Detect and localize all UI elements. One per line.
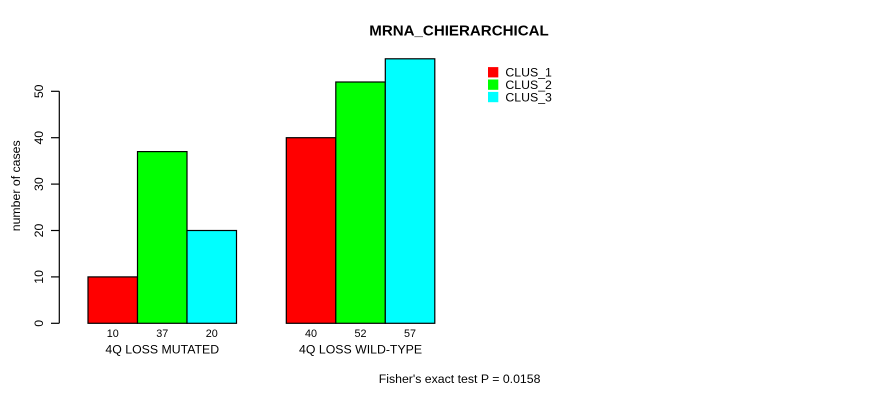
svg-text:40: 40 [305, 328, 317, 340]
svg-text:4Q LOSS MUTATED: 4Q LOSS MUTATED [105, 343, 219, 357]
svg-text:10: 10 [107, 328, 119, 340]
svg-text:CLUS_1: CLUS_1 [505, 66, 552, 80]
svg-text:10: 10 [32, 270, 46, 284]
svg-text:CLUS_3: CLUS_3 [505, 90, 552, 104]
svg-text:CLUS_2: CLUS_2 [505, 78, 552, 92]
svg-text:37: 37 [156, 328, 168, 340]
svg-text:40: 40 [32, 131, 46, 145]
svg-text:number of cases: number of cases [9, 140, 23, 231]
svg-text:0: 0 [32, 320, 46, 327]
svg-text:20: 20 [206, 328, 218, 340]
svg-text:57: 57 [404, 328, 416, 340]
svg-text:52: 52 [355, 328, 367, 340]
svg-text:MRNA_CHIERARCHICAL: MRNA_CHIERARCHICAL [369, 22, 548, 39]
svg-text:20: 20 [32, 224, 46, 238]
svg-text:Fisher's exact test P = 0.0158: Fisher's exact test P = 0.0158 [379, 372, 541, 386]
svg-text:50: 50 [32, 84, 46, 98]
svg-text:4Q LOSS WILD-TYPE: 4Q LOSS WILD-TYPE [299, 343, 422, 357]
svg-text:30: 30 [32, 177, 46, 191]
